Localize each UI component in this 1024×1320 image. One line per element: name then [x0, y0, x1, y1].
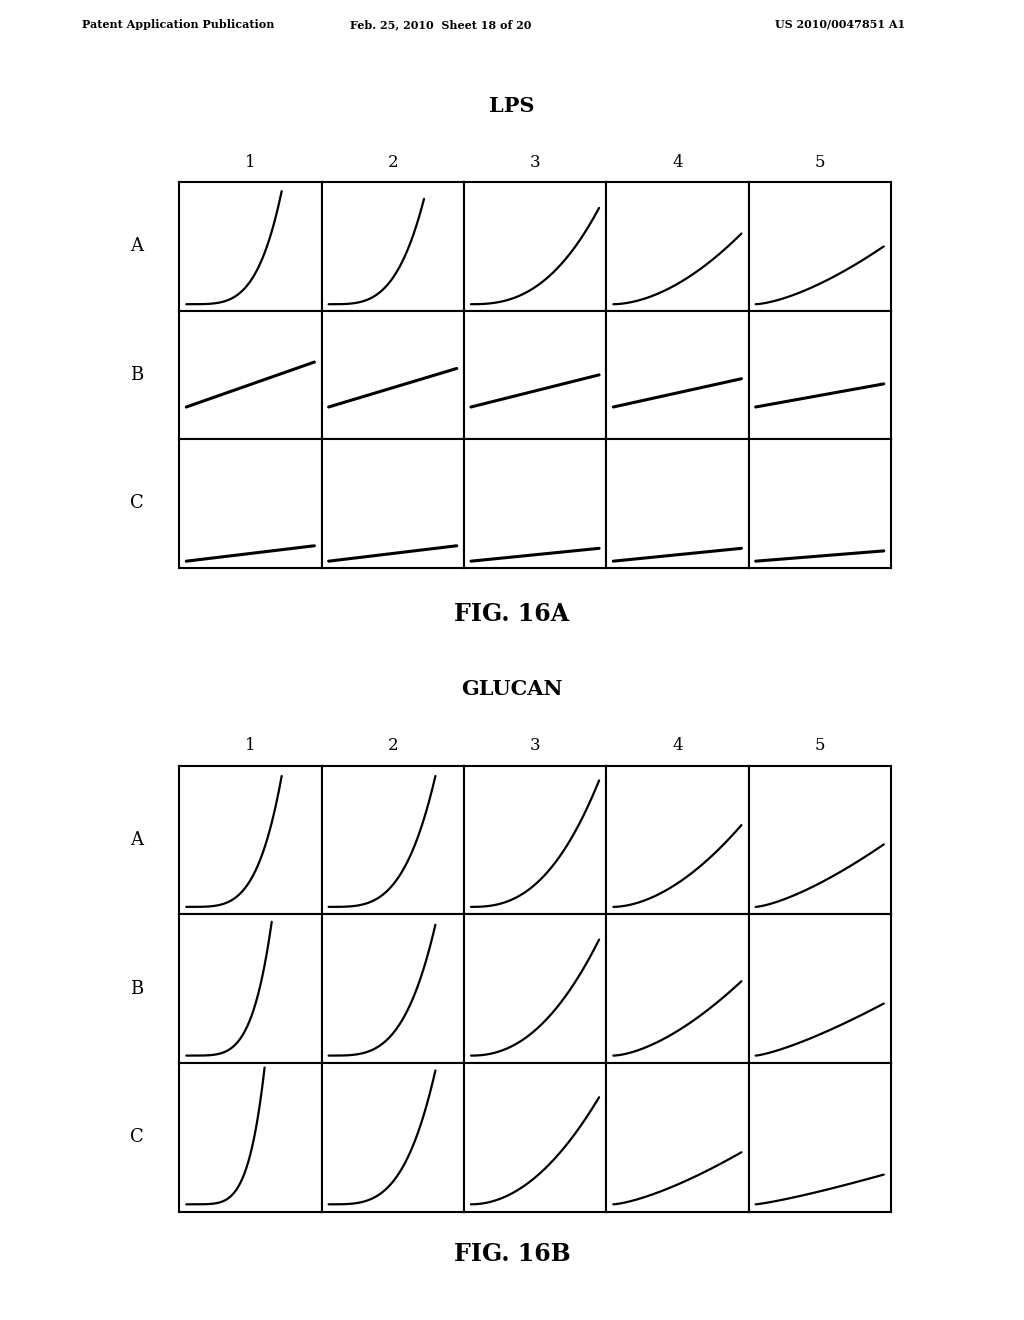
Text: B: B: [130, 979, 143, 998]
Text: C: C: [130, 1129, 143, 1146]
Text: 5: 5: [814, 738, 825, 754]
Text: 2: 2: [387, 154, 398, 170]
Text: 3: 3: [529, 738, 541, 754]
Text: 4: 4: [672, 738, 683, 754]
Text: 5: 5: [814, 154, 825, 170]
Text: C: C: [130, 495, 143, 512]
Text: 3: 3: [529, 154, 541, 170]
Text: A: A: [130, 832, 143, 849]
Text: B: B: [130, 366, 143, 384]
Text: 1: 1: [245, 738, 256, 754]
Text: LPS: LPS: [489, 95, 535, 116]
Text: US 2010/0047851 A1: US 2010/0047851 A1: [774, 18, 905, 30]
Text: Patent Application Publication: Patent Application Publication: [82, 18, 274, 30]
Text: GLUCAN: GLUCAN: [461, 678, 563, 700]
Text: FIG. 16B: FIG. 16B: [454, 1242, 570, 1266]
Text: A: A: [130, 238, 143, 255]
Text: 4: 4: [672, 154, 683, 170]
Text: FIG. 16A: FIG. 16A: [455, 602, 569, 626]
Text: 2: 2: [387, 738, 398, 754]
Text: Feb. 25, 2010  Sheet 18 of 20: Feb. 25, 2010 Sheet 18 of 20: [349, 18, 531, 30]
Text: 1: 1: [245, 154, 256, 170]
